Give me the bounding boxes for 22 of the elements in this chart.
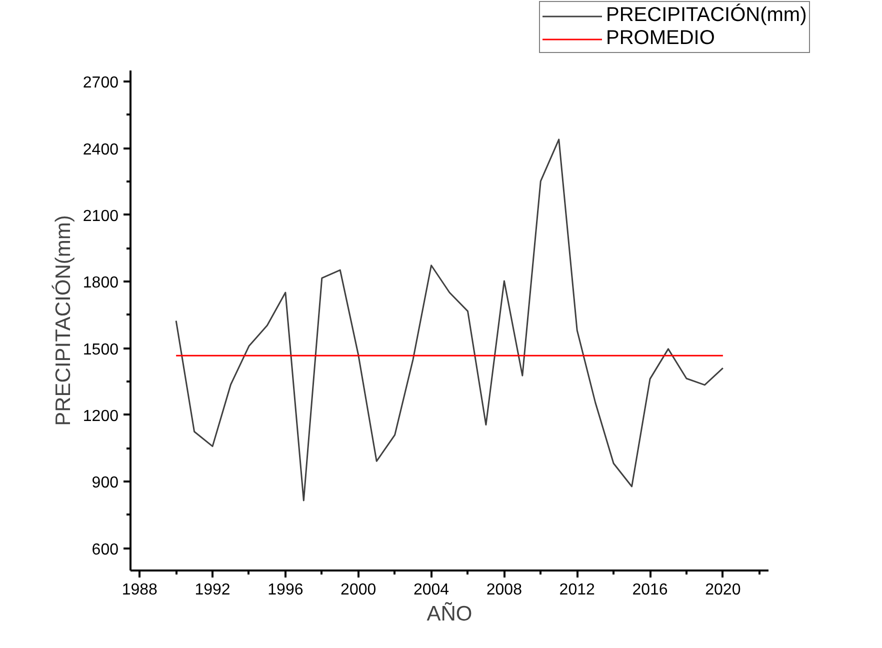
y-tick-label: 900 [92, 474, 119, 492]
y-tick-label: 1200 [82, 408, 119, 425]
x-tick-label: 2012 [559, 582, 595, 598]
x-tick-label: 1988 [122, 582, 158, 598]
y-tick-label: 1800 [82, 274, 119, 292]
x-tick-label: 1996 [268, 582, 304, 598]
x-tick-label: 2004 [413, 582, 450, 598]
y-axis-title: PRECIPITACIÓN(mm) [50, 215, 75, 426]
x-axis-title: AÑO [426, 602, 472, 626]
legend-label: PRECIPITACIÓN(mm) [606, 4, 807, 27]
legend-label: PROMEDIO [606, 27, 715, 50]
x-tick-label: 2008 [486, 582, 522, 598]
y-tick-label: 2700 [82, 74, 119, 92]
x-tick-label: 2016 [632, 582, 668, 598]
x-tick-label: 2000 [340, 582, 376, 598]
line-series [175, 138, 724, 502]
y-tick-label: 1500 [82, 341, 119, 358]
y-tick-label: 2100 [82, 208, 119, 225]
y-tick-label: 600 [92, 541, 119, 558]
x-tick-label: 2020 [705, 582, 741, 598]
y-tick-label: 2400 [82, 141, 119, 158]
x-tick-label: 1992 [194, 582, 230, 598]
